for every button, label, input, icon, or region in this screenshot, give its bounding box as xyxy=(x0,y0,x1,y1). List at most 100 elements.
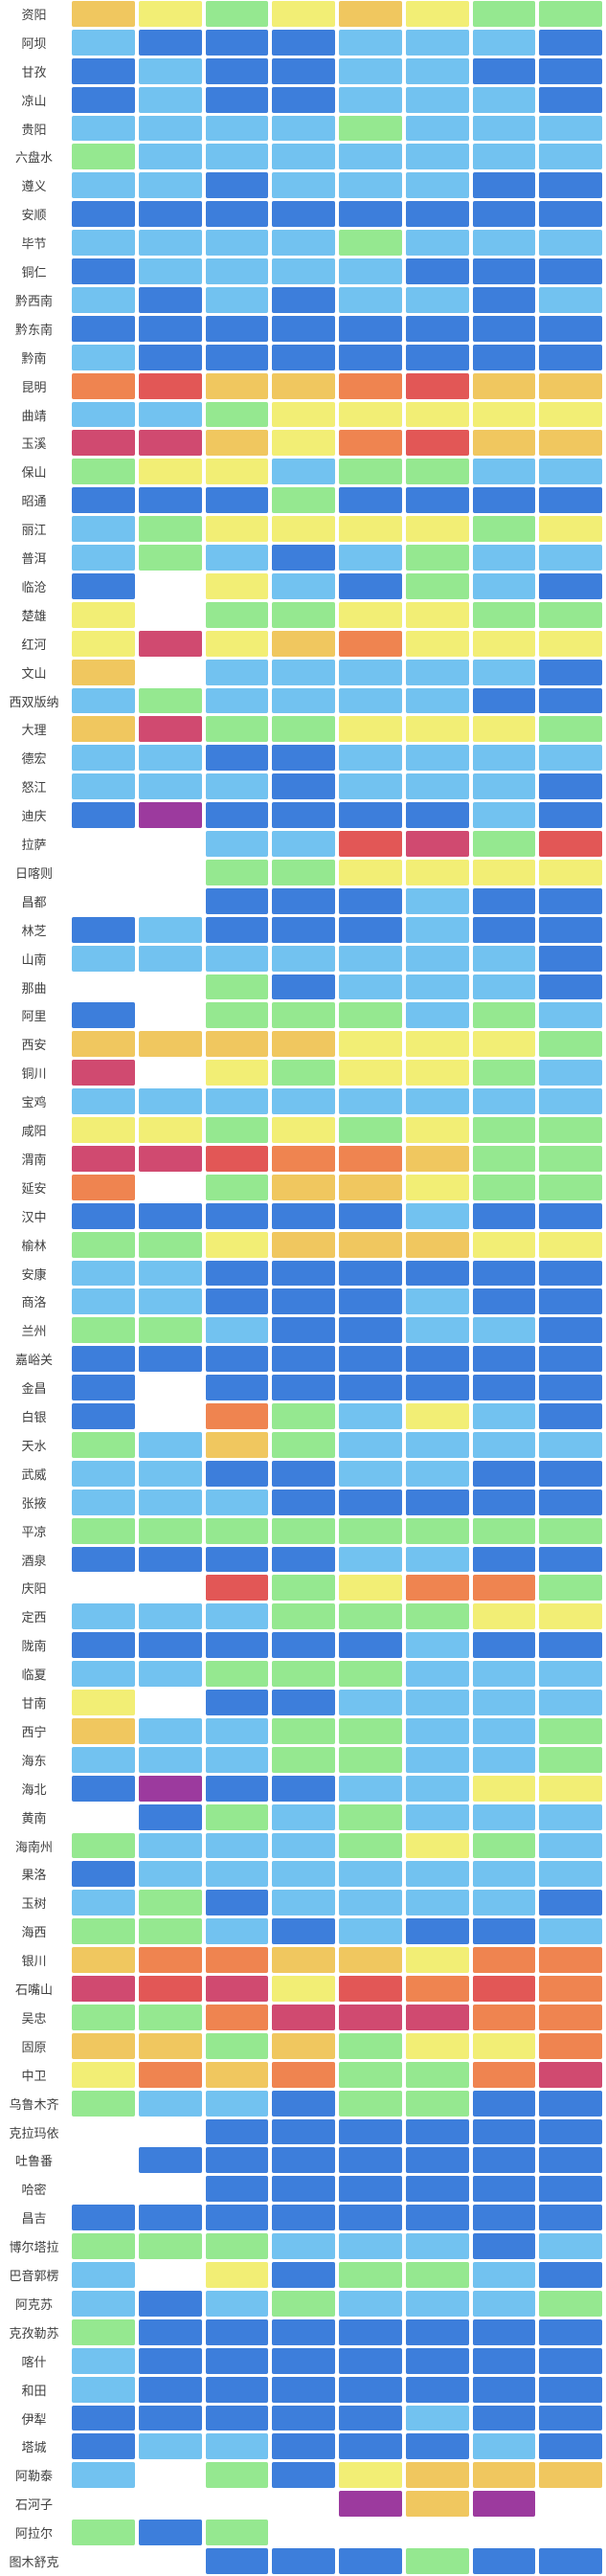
heatmap-cell[interactable] xyxy=(138,144,202,170)
heatmap-cell[interactable] xyxy=(72,1288,135,1315)
heatmap-cell[interactable] xyxy=(539,86,602,113)
heatmap-cell[interactable] xyxy=(272,545,335,571)
heatmap-cell[interactable] xyxy=(72,1174,135,1200)
heatmap-cell[interactable] xyxy=(272,459,335,485)
heatmap-cell[interactable] xyxy=(205,1002,269,1029)
heatmap-cell[interactable] xyxy=(472,144,536,170)
heatmap-cell[interactable] xyxy=(472,2147,536,2174)
heatmap-cell[interactable] xyxy=(405,1717,469,1744)
heatmap-cell[interactable] xyxy=(272,2090,335,2117)
heatmap-cell[interactable] xyxy=(472,745,536,772)
heatmap-cell[interactable] xyxy=(539,659,602,685)
heatmap-cell[interactable] xyxy=(72,2090,135,2117)
heatmap-cell[interactable] xyxy=(405,1489,469,1515)
heatmap-cell[interactable] xyxy=(472,887,536,914)
heatmap-cell[interactable] xyxy=(539,2205,602,2231)
heatmap-cell[interactable] xyxy=(405,831,469,857)
heatmap-cell[interactable] xyxy=(272,2205,335,2231)
heatmap-cell[interactable] xyxy=(339,630,402,657)
heatmap-cell[interactable] xyxy=(205,1231,269,1258)
heatmap-cell[interactable] xyxy=(472,1832,536,1859)
heatmap-cell[interactable] xyxy=(272,344,335,370)
heatmap-cell[interactable] xyxy=(339,1890,402,1916)
heatmap-cell[interactable] xyxy=(339,2233,402,2260)
heatmap-cell[interactable] xyxy=(472,2405,536,2431)
heatmap-cell[interactable] xyxy=(472,659,536,685)
heatmap-cell[interactable] xyxy=(272,230,335,257)
heatmap-cell[interactable] xyxy=(339,831,402,857)
heatmap-cell[interactable] xyxy=(405,1517,469,1544)
heatmap-cell[interactable] xyxy=(205,1403,269,1429)
heatmap-cell[interactable] xyxy=(272,2376,335,2403)
heatmap-cell[interactable] xyxy=(539,2147,602,2174)
heatmap-cell[interactable] xyxy=(72,487,135,514)
heatmap-cell[interactable] xyxy=(272,258,335,284)
heatmap-cell[interactable] xyxy=(205,459,269,485)
heatmap-cell[interactable] xyxy=(205,172,269,199)
heatmap-cell[interactable] xyxy=(272,687,335,714)
heatmap-cell[interactable] xyxy=(472,430,536,457)
heatmap-cell[interactable] xyxy=(205,745,269,772)
heatmap-cell[interactable] xyxy=(339,86,402,113)
heatmap-cell[interactable] xyxy=(472,2118,536,2145)
heatmap-cell[interactable] xyxy=(72,802,135,829)
heatmap-cell[interactable] xyxy=(138,2205,202,2231)
heatmap-cell[interactable] xyxy=(539,29,602,56)
heatmap-cell[interactable] xyxy=(205,659,269,685)
heatmap-cell[interactable] xyxy=(539,1546,602,1573)
heatmap-cell[interactable] xyxy=(272,1632,335,1659)
heatmap-cell[interactable] xyxy=(272,802,335,829)
heatmap-cell[interactable] xyxy=(72,1517,135,1544)
heatmap-cell[interactable] xyxy=(205,1088,269,1115)
heatmap-cell[interactable] xyxy=(272,2147,335,2174)
heatmap-cell[interactable] xyxy=(138,630,202,657)
heatmap-cell[interactable] xyxy=(205,1775,269,1802)
heatmap-cell[interactable] xyxy=(272,2061,335,2088)
heatmap-cell[interactable] xyxy=(138,1717,202,1744)
heatmap-cell[interactable] xyxy=(405,1575,469,1602)
heatmap-cell[interactable] xyxy=(72,687,135,714)
heatmap-cell[interactable] xyxy=(205,1632,269,1659)
heatmap-cell[interactable] xyxy=(205,1861,269,1888)
heatmap-cell[interactable] xyxy=(138,315,202,342)
heatmap-cell[interactable] xyxy=(405,1174,469,1200)
heatmap-cell[interactable] xyxy=(205,2347,269,2374)
heatmap-cell[interactable] xyxy=(339,659,402,685)
heatmap-cell[interactable] xyxy=(138,1317,202,1344)
heatmap-cell[interactable] xyxy=(72,1746,135,1773)
heatmap-cell[interactable] xyxy=(405,144,469,170)
heatmap-cell[interactable] xyxy=(138,2061,202,2088)
heatmap-cell[interactable] xyxy=(405,2262,469,2288)
heatmap-cell[interactable] xyxy=(339,572,402,599)
heatmap-cell[interactable] xyxy=(539,2376,602,2403)
heatmap-cell[interactable] xyxy=(72,344,135,370)
heatmap-cell[interactable] xyxy=(138,115,202,142)
heatmap-cell[interactable] xyxy=(72,1947,135,1974)
heatmap-cell[interactable] xyxy=(205,1489,269,1515)
heatmap-cell[interactable] xyxy=(472,401,536,428)
heatmap-cell[interactable] xyxy=(138,2520,202,2546)
heatmap-cell[interactable] xyxy=(405,1088,469,1115)
heatmap-cell[interactable] xyxy=(405,258,469,284)
heatmap-cell[interactable] xyxy=(539,430,602,457)
heatmap-cell[interactable] xyxy=(72,1690,135,1715)
heatmap-cell[interactable] xyxy=(472,545,536,571)
heatmap-cell[interactable] xyxy=(339,2491,402,2518)
heatmap-cell[interactable] xyxy=(138,1803,202,1830)
heatmap-cell[interactable] xyxy=(405,1890,469,1916)
heatmap-cell[interactable] xyxy=(472,2376,536,2403)
heatmap-cell[interactable] xyxy=(138,258,202,284)
heatmap-cell[interactable] xyxy=(72,716,135,743)
heatmap-cell[interactable] xyxy=(138,201,202,228)
heatmap-cell[interactable] xyxy=(472,372,536,399)
heatmap-cell[interactable] xyxy=(205,2176,269,2203)
heatmap-cell[interactable] xyxy=(405,2491,469,2518)
heatmap-cell[interactable] xyxy=(472,1690,536,1715)
heatmap-cell[interactable] xyxy=(138,2405,202,2431)
heatmap-cell[interactable] xyxy=(138,1632,202,1659)
heatmap-cell[interactable] xyxy=(539,2433,602,2460)
heatmap-cell[interactable] xyxy=(472,1002,536,1029)
heatmap-cell[interactable] xyxy=(72,1546,135,1573)
heatmap-cell[interactable] xyxy=(339,2405,402,2431)
heatmap-cell[interactable] xyxy=(405,2433,469,2460)
